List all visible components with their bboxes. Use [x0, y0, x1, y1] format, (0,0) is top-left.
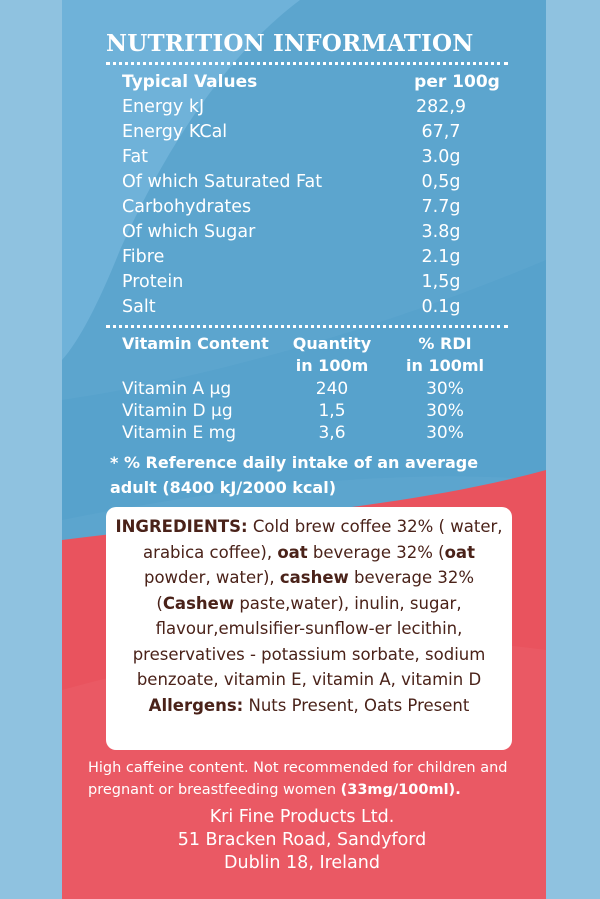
nutrient-name: Salt	[122, 297, 156, 317]
vitamin-rdi: 30%	[426, 379, 464, 399]
nutrition-header-name: Typical Values	[122, 72, 258, 92]
nutrition-row: Energy kJ 282,9	[122, 95, 502, 120]
nutrient-name: Protein	[122, 272, 184, 292]
company-address: Kri Fine Products Ltd. 51 Bracken Road, …	[102, 806, 502, 875]
nutrition-header-row: Typical Values per 100g	[122, 70, 502, 95]
vitamin-rdi: 30%	[426, 401, 464, 421]
nutrition-label: NUTRITION INFORMATION Typical Values per…	[62, 0, 546, 899]
ingredients-text: powder, water),	[143, 568, 280, 587]
ingredients-box: INGREDIENTS: Cold brew coffee 32% ( wate…	[106, 507, 512, 750]
vitamin-qty: 3,6	[318, 423, 346, 443]
ingredients-text: beverage 32% (	[156, 568, 475, 613]
nutrient-value: 0,5g	[421, 172, 461, 192]
nutrition-title: NUTRITION INFORMATION	[106, 30, 474, 57]
nutrient-value: 282,9	[415, 97, 467, 117]
nutrition-header-value: per 100g	[414, 72, 500, 92]
nutrient-name: Energy kJ	[122, 97, 205, 117]
vitamin-header-rdi1: % RDI	[418, 334, 472, 353]
nutrition-row: Fibre 2.1g	[122, 245, 502, 270]
ingredients-text: beverage 32% (	[307, 542, 445, 562]
vitamin-header-rdi2: in 100ml	[406, 356, 484, 375]
vitamin-header-name: Vitamin Content	[122, 334, 269, 353]
address-line: Kri Fine Products Ltd.	[209, 807, 395, 827]
nutrition-row: Salt 0.1g	[122, 295, 502, 320]
nutrient-value: 0.1g	[421, 297, 461, 317]
nutrient-name: Energy KCal	[122, 122, 228, 142]
ingredients-label: INGREDIENTS:	[115, 517, 248, 536]
nutrient-value: 3.8g	[421, 222, 461, 242]
vitamin-name: Vitamin E mg	[122, 423, 237, 443]
nutrient-value: 3.0g	[421, 147, 461, 167]
dotted-divider	[106, 62, 508, 65]
nutrition-row: Energy KCal 67,7	[122, 120, 502, 145]
dotted-divider	[106, 325, 508, 328]
nutrient-value: 2.1g	[421, 247, 461, 267]
vitamin-header-qty1: Quantity	[292, 334, 372, 353]
allergen-oat: oat	[277, 542, 308, 562]
nutrient-name: Fibre	[122, 247, 165, 267]
nutrition-row: Of which Sugar 3.8g	[122, 220, 502, 245]
vitamin-qty: 240	[315, 379, 349, 399]
allergen-cashew: cashew	[279, 568, 349, 587]
nutrition-row: Of which Saturated Fat 0,5g	[122, 170, 502, 195]
allergen-cashew: Cashew	[162, 593, 235, 613]
nutrient-name: Fat	[122, 147, 149, 167]
nutrient-name: Of which Sugar	[122, 222, 256, 242]
nutrient-value: 7.7g	[421, 197, 461, 217]
warning-text: High caffeine content. Not recommended f…	[88, 760, 508, 798]
warning-caffeine-amount: (33mg/100ml).	[340, 782, 461, 798]
vitamin-name: Vitamin D µg	[122, 401, 233, 421]
vitamin-name: Vitamin A µg	[122, 379, 232, 399]
ingredients-text: paste,water), inulin, sugar, flavour,emu…	[132, 593, 486, 690]
nutrient-value: 1,5g	[421, 272, 461, 292]
rdi-footnote: * % Reference daily intake of an average…	[110, 453, 479, 497]
nutrient-value: 67,7	[421, 122, 461, 142]
nutrient-name: Carbohydrates	[122, 197, 252, 217]
allergen-oat: oat	[444, 542, 475, 562]
allergens-text: Nuts Present, Oats Present	[243, 695, 470, 715]
vitamin-header-qty2: in 100m	[295, 356, 369, 375]
nutrient-name: Of which Saturated Fat	[122, 172, 323, 192]
vitamin-qty: 1,5	[318, 401, 346, 421]
allergens-label: Allergens:	[148, 695, 244, 715]
nutrition-row: Carbohydrates 7.7g	[122, 195, 502, 220]
vitamin-rdi: 30%	[426, 423, 464, 443]
address-line: 51 Bracken Road, Sandyford	[177, 830, 427, 850]
nutrition-row: Protein 1,5g	[122, 270, 502, 295]
ingredients-text: Cold brew coffee 32% ( water, arabica co…	[143, 517, 503, 562]
caffeine-warning: High caffeine content. Not recommended f…	[88, 757, 528, 801]
address-line: Dublin 18, Ireland	[224, 853, 380, 873]
nutrition-row: Fat 3.0g	[122, 145, 502, 170]
